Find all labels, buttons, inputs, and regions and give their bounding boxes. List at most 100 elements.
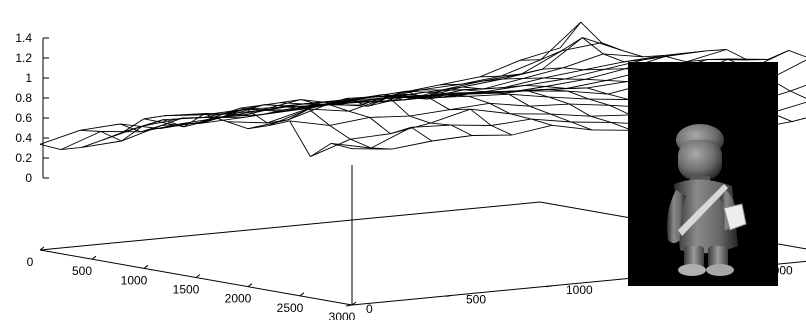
mesh-line-y — [484, 84, 525, 93]
mesh-line-y — [431, 135, 473, 142]
mesh-line-x — [350, 138, 372, 149]
mesh-line-y — [590, 114, 631, 117]
mesh-line-x — [705, 49, 727, 52]
mesh-line-y — [287, 103, 329, 121]
mesh-line-y — [566, 79, 607, 89]
mesh-line-y — [411, 124, 452, 128]
mesh-line-x — [470, 108, 492, 126]
mesh-line-y — [310, 138, 351, 158]
mesh-line-x — [540, 50, 562, 61]
surface-mesh — [39, 21, 806, 158]
y-tick — [345, 304, 353, 307]
mesh-line-x — [268, 120, 290, 127]
mesh-line-x — [542, 67, 564, 70]
mesh-line-x — [410, 126, 433, 142]
mesh-line-y — [364, 93, 405, 102]
x-tick-label: 1500 — [173, 283, 200, 297]
mesh-line-y — [420, 83, 461, 91]
mesh-line-y — [201, 117, 242, 124]
mesh-line-x — [588, 98, 610, 106]
x-tick — [351, 301, 357, 306]
mesh-line-y — [547, 87, 588, 90]
mesh-line-x — [468, 95, 490, 104]
z-tick-label: 0 — [25, 171, 32, 185]
mesh-line-y — [79, 123, 121, 131]
mesh-line-y — [585, 68, 626, 80]
mesh-line-y — [489, 102, 530, 107]
mesh-line-y — [511, 124, 553, 136]
mesh-line-y — [331, 142, 372, 149]
mesh-line-x — [81, 139, 103, 148]
mesh-hidden-segment — [164, 114, 186, 117]
mesh-line-y — [441, 80, 482, 91]
figure-left-foot — [678, 264, 706, 276]
mesh-line-y — [463, 87, 505, 91]
mesh-line-y — [524, 78, 565, 86]
mesh-line-y — [121, 124, 162, 142]
z-tick-label: 0.8 — [15, 91, 32, 105]
mesh-line-y — [551, 124, 593, 131]
mesh-line-y — [262, 108, 303, 116]
mesh-line-x — [300, 99, 322, 106]
mesh-line-y — [500, 59, 541, 77]
mesh-line-y — [225, 109, 266, 115]
mesh-line-x — [331, 142, 353, 150]
mesh-line-y — [569, 103, 610, 106]
mesh-line-y — [603, 53, 644, 58]
mesh-line-x — [329, 125, 351, 140]
x-tick-label: 3000 — [329, 310, 356, 320]
mesh-line-y — [583, 61, 625, 71]
mesh-line-y — [268, 108, 309, 127]
mesh-line-y — [407, 93, 449, 97]
mesh-line-x — [527, 90, 549, 98]
mesh-line-y — [289, 120, 330, 126]
plot-axes — [39, 37, 806, 307]
mesh-line-x — [606, 79, 628, 83]
mesh-line-x — [327, 103, 349, 112]
mesh-line-y — [143, 118, 185, 128]
mesh-line-y — [447, 91, 489, 95]
mesh-line-y — [391, 140, 433, 150]
mesh-line-y — [260, 99, 301, 111]
mesh-line-y — [521, 50, 562, 75]
mesh-line-y — [227, 121, 268, 124]
mesh-line-y — [308, 108, 349, 112]
mesh-line-x — [227, 121, 249, 130]
mesh-line-y — [548, 96, 589, 100]
mesh-line-y — [161, 122, 202, 126]
x-tick — [91, 255, 97, 260]
mesh-line-x — [409, 115, 431, 124]
mesh-line-x — [582, 37, 604, 55]
mesh-line-x — [289, 120, 311, 157]
mesh-line-x — [790, 90, 806, 99]
mesh-line-y — [163, 117, 204, 121]
x-tick-label: 500 — [72, 264, 92, 278]
mesh-line-y — [345, 98, 386, 101]
mesh-line-y — [790, 84, 806, 92]
y-tick — [545, 285, 553, 288]
mesh-line-x — [508, 93, 530, 107]
mesh-line-x — [543, 77, 565, 80]
mesh-line-x — [559, 21, 582, 49]
mesh-hidden-segment — [185, 114, 207, 116]
mesh-line-x — [524, 84, 546, 87]
mesh-line-y — [550, 113, 591, 117]
x-tick-label: 2000 — [225, 292, 252, 306]
mesh-line-x — [308, 108, 330, 126]
mesh-line-y — [462, 78, 503, 88]
mesh-line-x — [580, 21, 602, 44]
mesh-line-y — [529, 103, 570, 107]
mesh-line-y — [503, 77, 545, 89]
mesh-line-x — [607, 93, 629, 100]
mesh-line-x — [121, 125, 143, 142]
mesh-line-x — [449, 108, 471, 111]
mesh-line-y — [427, 93, 468, 100]
mesh-line-x — [726, 49, 748, 61]
mesh-line-x — [550, 113, 572, 123]
mesh-line-y — [327, 103, 369, 107]
mesh-line-y — [369, 115, 410, 118]
mesh-line-x — [665, 55, 687, 63]
figure-head — [678, 140, 722, 180]
mesh-line-y — [561, 42, 602, 52]
mesh-line-y — [406, 90, 447, 94]
